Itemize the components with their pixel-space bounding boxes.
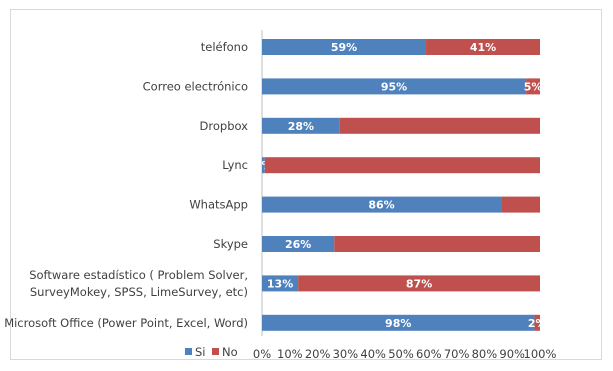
bar-si-whatsapp: [262, 196, 502, 213]
data-label-no-software-estadistico-problem-solver-surveymokey-spss-limesurvey-etc: 87%: [406, 277, 432, 290]
bar-si-software-estadistico-problem-solver-surveymokey-spss-limesurvey-etc: [262, 275, 299, 292]
x-tick-label-50: 50%: [388, 347, 414, 361]
legend: Si No: [185, 345, 238, 359]
category-label-skype: Skype: [213, 237, 248, 251]
bar-si-microsoft-office-power-point-excel-word: [262, 314, 535, 331]
chart-frame: [10, 9, 602, 360]
bar-no-microsoft-office-power-point-excel-word: [534, 314, 540, 331]
category-label-dropbox: Dropbox: [200, 119, 249, 133]
data-label-si-telefono: 59%: [331, 41, 357, 54]
bar-no-dropbox: [339, 117, 540, 134]
bar-no-lync: [264, 157, 540, 174]
x-tick-label-40: 40%: [360, 347, 386, 361]
data-label-si-correo-electronico: 95%: [381, 80, 407, 93]
bar-no-whatsapp: [501, 196, 540, 213]
legend-swatch-no: [212, 348, 219, 355]
x-tick-label-70: 70%: [444, 347, 470, 361]
data-label-no-telefono: 41%: [470, 41, 496, 54]
legend-label-si: Si: [195, 345, 206, 359]
x-tick-label-100: 100%: [524, 347, 557, 361]
category-label-microsoft-office-power-point-excel-word: Microsoft Office (Power Point, Excel, Wo…: [4, 316, 248, 330]
legend-label-no: No: [222, 345, 238, 359]
category-label-whatsapp: WhatsApp: [189, 198, 248, 212]
data-label-si-software-estadistico-problem-solver-surveymokey-spss-limesurvey-etc: 13%: [267, 277, 293, 290]
bar-no-correo-electronico: [526, 78, 540, 95]
data-label-si-microsoft-office-power-point-excel-word: 98%: [385, 317, 411, 330]
data-label-si-skype: 26%: [285, 238, 311, 251]
data-label-no-microsoft-office-power-point-excel-word: 2%: [528, 317, 547, 330]
bar-no-telefono: [426, 39, 540, 55]
x-tick-labels: 0% 10% 20% 30% 40% 50% 60% 70% 80% 90%100%: [253, 347, 557, 361]
data-label-si-dropbox: 28%: [288, 120, 314, 133]
x-tick-label-90: 90%: [499, 347, 525, 361]
x-tick-label-80: 80%: [472, 347, 498, 361]
category-label-telefono: teléfono: [201, 40, 248, 54]
x-tick-label-10: 10%: [277, 347, 303, 361]
data-label-no-correo-electronico: 5%: [524, 80, 543, 93]
bar-si-correo-electronico: [262, 78, 527, 95]
category-label-correo-electronico: Correo electrónico: [143, 79, 248, 93]
legend-swatch-si: [185, 348, 192, 355]
data-label-si-whatsapp: 86%: [368, 199, 394, 212]
x-tick-label-60: 60%: [416, 347, 442, 361]
bar-no-skype: [334, 236, 540, 252]
bar-si-dropbox: [262, 117, 340, 134]
category-label-lync: Lync: [222, 158, 248, 172]
bars-layer: 59% 41%95% 5%28%1%86%26%13% 87%98% 2%: [254, 30, 547, 336]
bar-no-software-estadistico-problem-solver-surveymokey-spss-limesurvey-etc: [298, 275, 540, 292]
x-tick-label-0: 0%: [253, 347, 271, 361]
bar-si-lync: [262, 157, 265, 174]
bar-si-telefono: [262, 39, 427, 55]
x-tick-label-20: 20%: [305, 347, 331, 361]
bar-si-skype: [262, 236, 335, 252]
category-label-software-estadistico-problem-solver-surveymokey-spss-limesurvey-etc: Software estadístico ( Problem Solver, Su…: [29, 268, 248, 299]
category-labels: teléfono Correo electrónico Dropbox Lync Wha…: [4, 40, 248, 330]
x-tick-label-30: 30%: [333, 347, 359, 361]
